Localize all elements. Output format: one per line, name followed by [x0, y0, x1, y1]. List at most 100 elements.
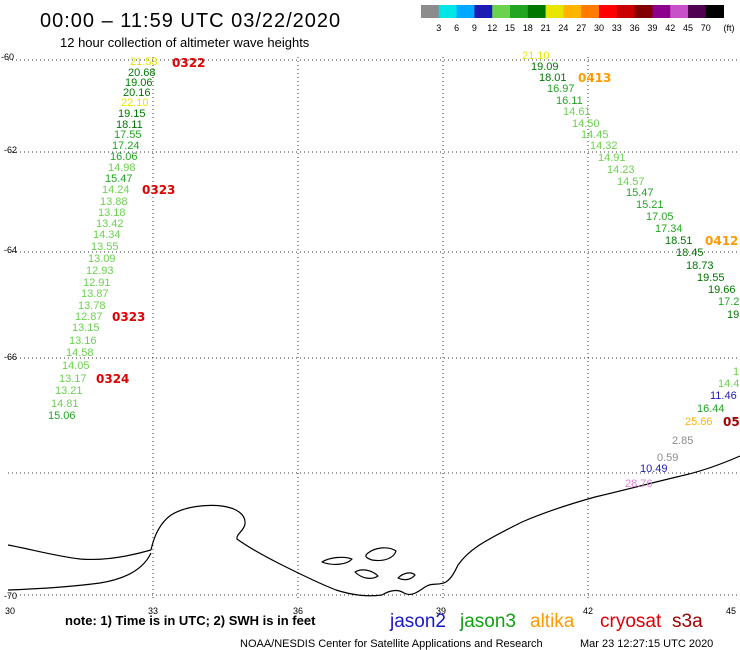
wave-height-value: 19.09 [531, 61, 559, 73]
wave-height-value: 16.06 [110, 151, 138, 163]
longitude-label: 36 [293, 606, 303, 616]
legend-swatch [474, 5, 493, 18]
wave-height-value: 22.10 [121, 97, 149, 109]
legend-label: 15 [505, 23, 515, 33]
wave-height-value: 25.66 [685, 416, 713, 428]
legend-swatch [581, 5, 600, 18]
legend-swatch [599, 5, 618, 18]
wave-height-value: 14.98 [108, 162, 136, 174]
legend-label: 12 [487, 23, 497, 33]
wave-height-value: 18.11 [116, 119, 143, 131]
legend-swatch [670, 5, 689, 18]
map-grid [8, 57, 740, 600]
satellite-pass-track: 21.1019.0918.0116.9716.1114.6114.5014.45… [522, 50, 739, 321]
wave-height-value: 13.16 [69, 335, 97, 347]
legend-labels: 3 6 9 12 15 18 21 24 27 30 33 36 39 42 45 70 [436, 23, 711, 33]
legend-swatches [421, 5, 724, 18]
wave-height-value: 12.87 [75, 311, 103, 323]
legend-swatch [456, 5, 475, 18]
longitude-axis: 30 33 36 39 42 45 [5, 606, 736, 616]
wave-height-value: 14.34 [93, 229, 121, 241]
latitude-label: -64 [4, 245, 17, 255]
wave-height-value: 14.81 [51, 398, 79, 410]
satellite-pass-track: 21.5320.6819.0620.1622.1019.1518.1117.55… [48, 56, 158, 422]
wave-height-value: 20.16 [123, 87, 151, 99]
legend-label: 18 [523, 23, 533, 33]
island [354, 569, 379, 579]
wave-height-value: 14.23 [607, 164, 635, 176]
coastline-layer [7, 455, 740, 597]
legend-label: 24 [558, 23, 568, 33]
wave-height-value: 14.4 [718, 378, 739, 390]
legend-label: 39 [647, 23, 657, 33]
coastline [7, 552, 152, 591]
wave-height-value: 1 [733, 366, 739, 378]
coastline [150, 504, 383, 597]
wave-height-value: 20.68 [128, 67, 156, 79]
wave-height-value: 14.61 [563, 106, 591, 118]
satellite-key: jason2 jason3 altika cryosat s3a [389, 611, 703, 632]
legend-swatch [652, 5, 671, 18]
wave-height-value: 18.51 [665, 235, 693, 247]
wave-height-observations: 21.5320.6819.0620.1622.1019.1518.1117.55… [48, 50, 739, 490]
wave-height-value: 17.55 [114, 129, 142, 141]
latitude-label: -66 [4, 352, 17, 362]
wave-height-value: 15.47 [626, 187, 654, 199]
latitude-label: -62 [4, 145, 17, 155]
wave-height-value: 2.85 [672, 435, 693, 447]
legend-swatch [616, 5, 635, 18]
wave-height-value: 14.05 [62, 360, 90, 372]
legend-label: 36 [630, 23, 640, 33]
longitude-label: 39 [436, 606, 446, 616]
legend-swatch [527, 5, 546, 18]
wave-height-value: 13.42 [96, 218, 124, 230]
legend-swatch [421, 5, 440, 18]
page-subtitle: 12 hour collection of altimeter wave hei… [60, 35, 310, 50]
legend-label: 33 [612, 23, 622, 33]
wave-height-value: 18.73 [686, 260, 714, 272]
legend-swatch [545, 5, 564, 18]
wave-height-value: 12.91 [83, 277, 111, 289]
pass-time-label: 05 [723, 415, 740, 429]
wave-height-value: 14.57 [617, 176, 645, 188]
satellite-name-s3a: s3a [672, 611, 703, 632]
wave-height-value: 16.97 [547, 83, 575, 95]
legend-label: 42 [665, 23, 675, 33]
legend-swatch [492, 5, 511, 18]
legend-swatch [438, 5, 457, 18]
wave-height-value: 19.55 [697, 272, 725, 284]
pass-time-label: 0323 [142, 183, 175, 197]
legend-label: 3 [436, 23, 441, 33]
wave-height-value: 10.49 [640, 463, 668, 475]
wave-height-value: 16.11 [556, 95, 583, 107]
pass-time-label: 0324 [96, 372, 129, 386]
wave-height-value: 14.45 [581, 129, 609, 141]
island [365, 547, 397, 562]
wave-height-value: 14.24 [102, 184, 130, 196]
legend-swatch [705, 5, 724, 18]
legend-label: 27 [576, 23, 586, 33]
wave-height-value: 21.10 [522, 50, 550, 62]
note-text: note: 1) Time is in UTC; 2) SWH is in fe… [65, 613, 316, 628]
wave-height-value: 15.06 [48, 410, 76, 422]
page-title: 00:00 – 11:59 UTC 03/22/2020 [40, 10, 341, 32]
legend-swatch [634, 5, 653, 18]
satellite-name-jason3: jason3 [459, 611, 516, 632]
wave-height-value: 18.01 [539, 72, 567, 84]
wave-height-value: 13.87 [81, 288, 109, 300]
longitude-label: 33 [148, 606, 158, 616]
footer-timestamp: Mar 23 12:27:15 UTC 2020 [580, 638, 713, 650]
wave-height-value: 13.78 [78, 300, 106, 312]
legend-label: 21 [541, 23, 551, 33]
island [321, 556, 353, 565]
footer-credit: NOAA/NESDIS Center for Satellite Applica… [240, 638, 543, 650]
longitude-label: 42 [583, 606, 593, 616]
wave-height-value: 17.2 [718, 296, 739, 308]
wave-height-value: 19.06 [125, 77, 153, 89]
pass-time-label: 0412 [705, 234, 738, 248]
pass-time-label: 0413 [578, 71, 611, 85]
legend-swatch [510, 5, 529, 18]
latitude-label: -60 [1, 52, 14, 62]
